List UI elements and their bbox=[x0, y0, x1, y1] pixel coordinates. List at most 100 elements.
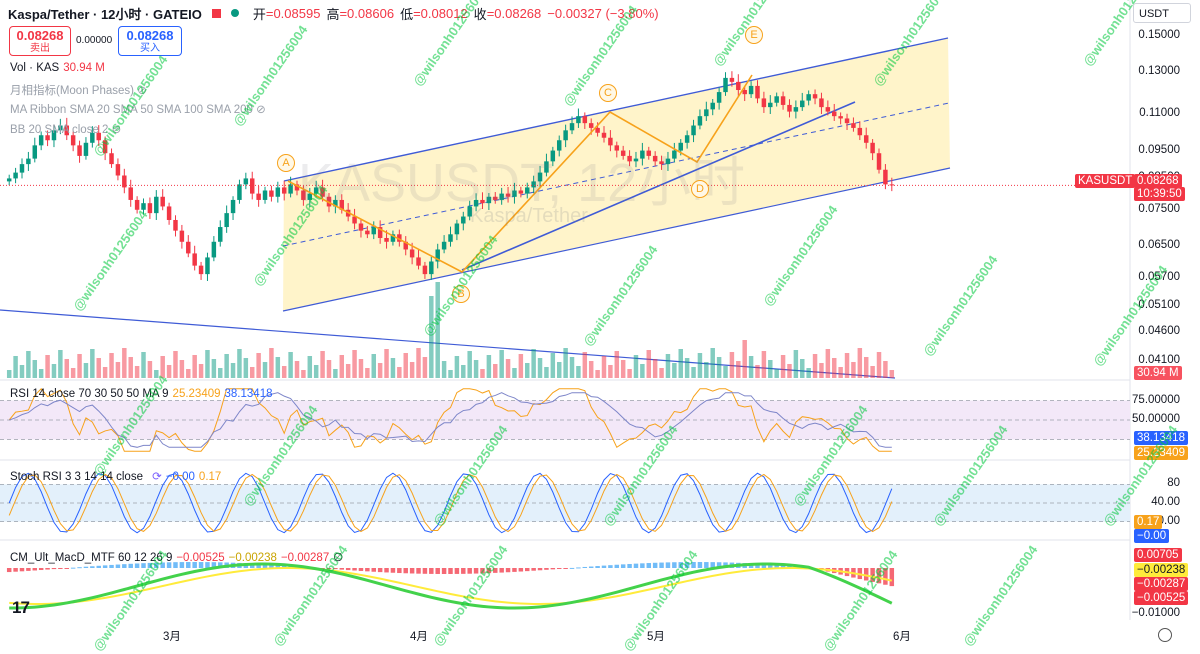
volume-bar bbox=[109, 353, 114, 378]
volume-bar bbox=[851, 362, 856, 378]
macd-histogram-bar bbox=[192, 562, 197, 568]
macd-histogram-bar bbox=[473, 568, 479, 574]
rsi-line bbox=[8, 388, 892, 452]
candle bbox=[51, 130, 57, 141]
volume-bar bbox=[198, 364, 204, 378]
candle bbox=[154, 196, 159, 214]
symbol-title[interactable]: Kaspa/Tether · 12小时 · GATEIO bbox=[8, 6, 202, 22]
flag-icon[interactable] bbox=[211, 8, 221, 18]
volume-tag: 30.94 M bbox=[1134, 366, 1182, 380]
ribbon-legend[interactable]: MA Ribbon SMA 20 SMA 50 SMA 100 SMA 200 … bbox=[10, 102, 266, 116]
macd-histogram-bar bbox=[64, 568, 69, 569]
macd-histogram-bar bbox=[160, 562, 165, 568]
macd-histogram-bar bbox=[333, 568, 338, 570]
macd-histogram-bar bbox=[556, 568, 562, 569]
volume-bar bbox=[761, 351, 767, 378]
change-value: −0.00327 (−3.80%) bbox=[547, 5, 659, 21]
eye-hidden-icon[interactable]: ⊘ bbox=[111, 124, 122, 136]
volume-bar bbox=[601, 356, 607, 378]
price-tick-label: 0.13000 bbox=[1138, 65, 1180, 78]
volume-bar bbox=[710, 348, 715, 378]
macd-histogram-bar bbox=[422, 568, 428, 574]
volume-bar bbox=[576, 366, 581, 378]
candle bbox=[6, 178, 12, 182]
candle bbox=[441, 241, 447, 250]
volume-bar bbox=[467, 351, 472, 378]
candle bbox=[224, 213, 229, 228]
candle bbox=[115, 164, 121, 176]
macd-histogram-bar bbox=[186, 562, 191, 568]
macd-histogram-bar bbox=[448, 568, 453, 574]
macd-legend[interactable]: CM_Ult_MacD_MTF 60 12 26 9 −0.00525 −0.002… bbox=[10, 550, 343, 564]
buy-button[interactable]: 0.08268 买入 bbox=[118, 26, 182, 56]
macd-histogram-bar bbox=[550, 568, 556, 570]
channel-lower-line bbox=[282, 167, 951, 312]
candle bbox=[377, 227, 383, 239]
macd-histogram-bar bbox=[154, 562, 159, 568]
eye-hidden-icon[interactable]: ⊘ bbox=[137, 85, 147, 97]
macd-histogram-bar bbox=[173, 562, 178, 568]
candle bbox=[652, 155, 658, 162]
settings-gear-icon[interactable] bbox=[1158, 628, 1172, 642]
wave-label: C bbox=[599, 84, 617, 102]
candle bbox=[697, 116, 703, 126]
candle bbox=[716, 92, 722, 103]
macd-histogram-bar bbox=[58, 568, 63, 569]
channel-upper-line bbox=[283, 37, 949, 182]
macd-tick-label: −0.01000 bbox=[1131, 607, 1180, 619]
volume-bar bbox=[122, 348, 127, 378]
stoch-legend[interactable]: Stoch RSI 3 3 14 14 close ⟳ −0.00 0.17 bbox=[10, 469, 221, 483]
candle bbox=[256, 193, 261, 200]
candle bbox=[620, 150, 626, 156]
macd-histogram-bar bbox=[633, 563, 639, 568]
price-tick-label: 0.07500 bbox=[1138, 202, 1180, 215]
candle bbox=[601, 132, 607, 138]
volume-legend[interactable]: Vol · KAS 30.94 M bbox=[10, 62, 105, 74]
volume-bar bbox=[26, 351, 31, 378]
candle bbox=[883, 169, 888, 185]
volume-bar bbox=[313, 365, 319, 378]
bb-legend[interactable]: BB 20 SMA close 2 ⊘ bbox=[10, 122, 121, 136]
candle bbox=[819, 98, 824, 108]
currency-select[interactable]: USDT bbox=[1133, 3, 1191, 23]
candle bbox=[761, 98, 767, 108]
legend-header: Kaspa/Tether · 12小时 · GATEIO 开 =0.08595 高… bbox=[0, 0, 665, 26]
macd-histogram-bar bbox=[416, 568, 421, 574]
price-tick-label: 0.04600 bbox=[1138, 325, 1180, 338]
sell-price: 0.08268 bbox=[16, 28, 64, 43]
macd-histogram-bar bbox=[525, 568, 530, 572]
macd-histogram-bar bbox=[704, 562, 709, 568]
volume-bar bbox=[256, 353, 261, 378]
candle bbox=[704, 109, 709, 117]
candle bbox=[461, 216, 466, 224]
macd-histogram-bar bbox=[90, 566, 95, 568]
moon-legend[interactable]: 月相指标(Moon Phases) ⊘ bbox=[10, 82, 147, 98]
volume-bar bbox=[326, 360, 332, 378]
macd-c-tag: −0.00287 bbox=[1134, 577, 1189, 591]
candle bbox=[556, 140, 562, 151]
macd-histogram-bar bbox=[454, 568, 460, 574]
sell-button[interactable]: 0.08268 卖出 bbox=[9, 26, 71, 56]
candle bbox=[467, 206, 472, 217]
rsi-legend[interactable]: RSI 14 close 70 30 50 50 MA 9 25.23409 38.… bbox=[10, 388, 272, 400]
low-value: =0.08012 bbox=[413, 5, 468, 21]
settings-cycle-icon[interactable]: ⟳ bbox=[152, 471, 162, 483]
buy-label: 买入 bbox=[140, 43, 160, 54]
candle bbox=[832, 111, 837, 117]
macd-histogram-bar bbox=[205, 562, 210, 568]
eye-hidden-icon[interactable]: ⊘ bbox=[256, 104, 266, 116]
rsi-tick-label: 75.00000 bbox=[1132, 393, 1180, 406]
macd-histogram-bar bbox=[499, 568, 504, 573]
volume-bar bbox=[186, 369, 191, 378]
macd-line bbox=[9, 562, 893, 610]
macd-histogram-bar bbox=[646, 563, 652, 568]
tradingview-logo-icon[interactable]: 17 bbox=[12, 598, 30, 617]
volume-bar bbox=[563, 348, 568, 378]
volume-bar bbox=[345, 364, 351, 378]
volume-bar bbox=[684, 358, 690, 378]
bb-label: BB 20 SMA close 2 bbox=[10, 124, 109, 136]
candle bbox=[812, 94, 818, 99]
candle bbox=[672, 150, 677, 159]
candle bbox=[294, 184, 300, 191]
